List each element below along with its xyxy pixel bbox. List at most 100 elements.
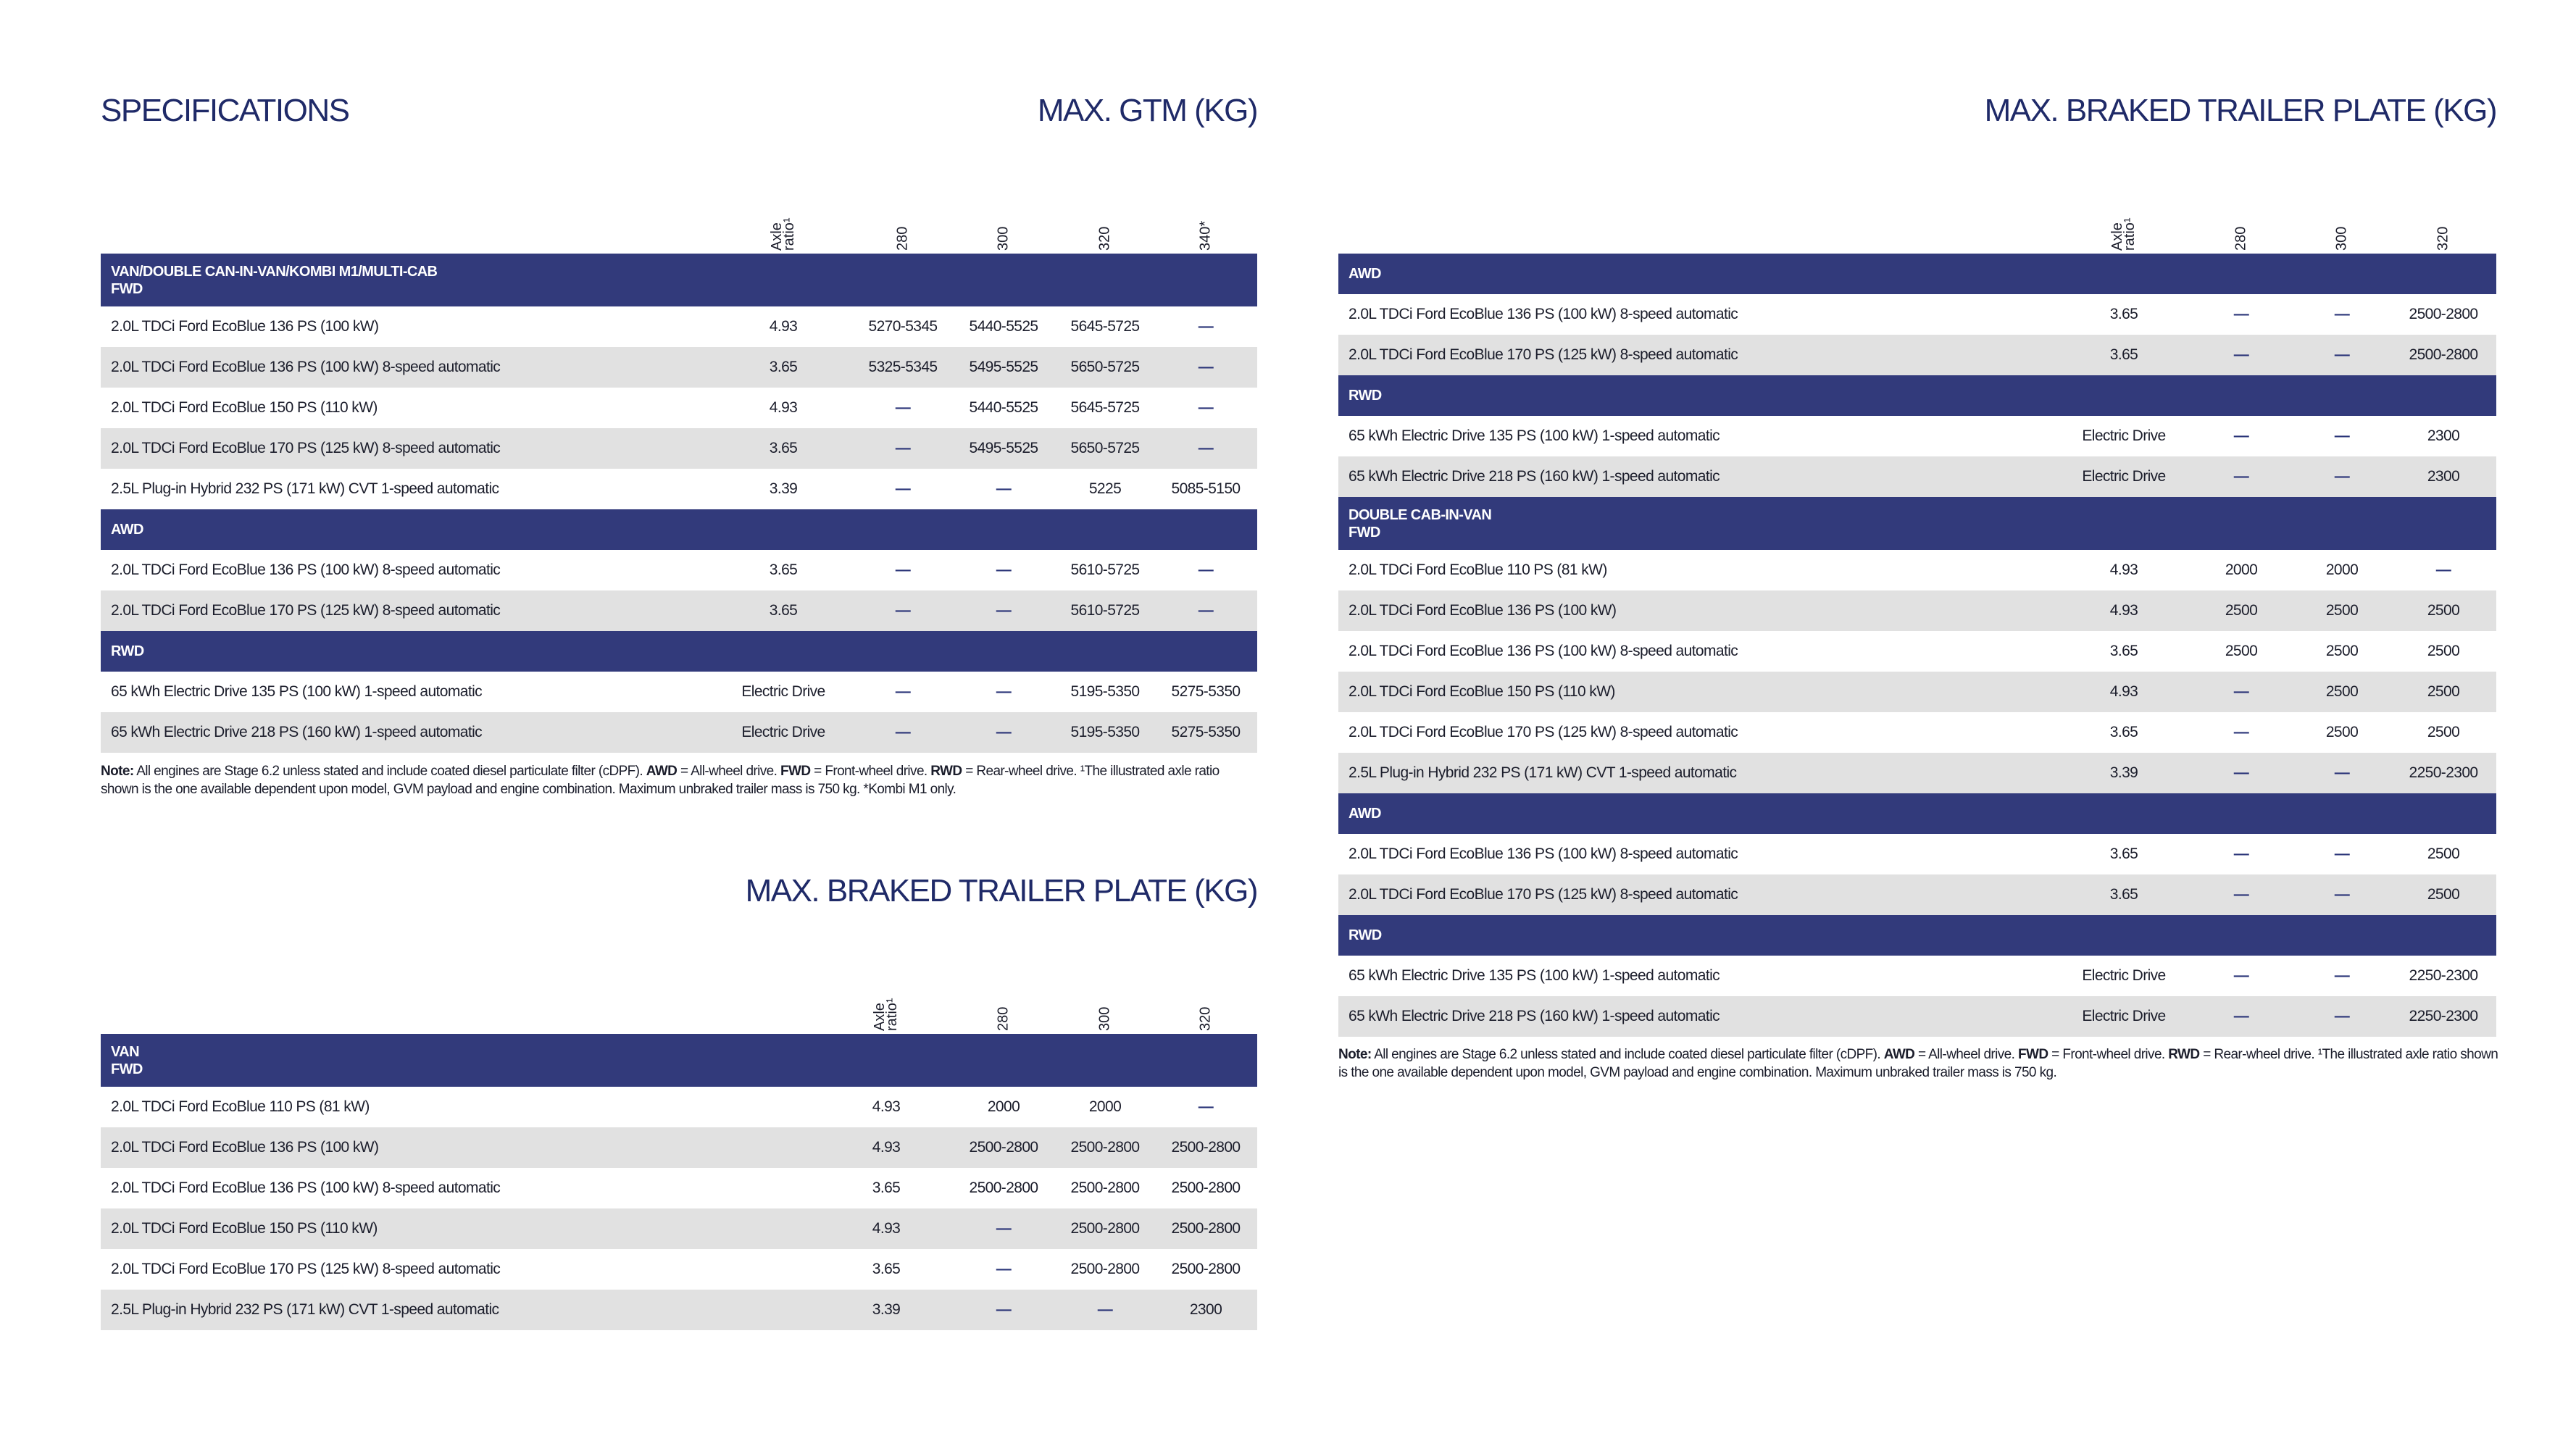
table-cell: Electric Drive — [741, 683, 825, 700]
table-cell: 2250-2300 — [2409, 764, 2478, 781]
engine-name: 2.0L TDCi Ford EcoBlue 136 PS (100 kW) 8… — [1349, 845, 1738, 862]
table-row: 2.0L TDCi Ford EcoBlue 136 PS (100 kW) 8… — [1338, 294, 2496, 335]
table-row: 65 kWh Electric Drive 135 PS (100 kW) 1-… — [1338, 956, 2496, 996]
column-header-label: Axle ratio¹ — [2109, 217, 2138, 251]
note-text: = Front-wheel drive. — [2048, 1047, 2169, 1062]
table-row: 2.0L TDCi Ford EcoBlue 136 PS (100 kW) 4.… — [101, 1127, 1257, 1168]
table-cell: 2500 — [2325, 683, 2359, 700]
table-row: 2.5L Plug-in Hybrid 232 PS (171 kW) CVT … — [101, 1290, 1257, 1330]
section-header-label: FWD — [1349, 524, 1380, 540]
column-header-label: Axle ratio¹ — [769, 217, 797, 251]
table-cell: 5275-5350 — [1171, 683, 1241, 700]
table-cell: 5275-5350 — [1171, 724, 1241, 740]
note-abbr-rwd: RWD — [2168, 1047, 2200, 1062]
table-cell: 2500-2800 — [1171, 1139, 1241, 1156]
engine-name: 65 kWh Electric Drive 218 PS (160 kW) 1-… — [1349, 468, 1720, 485]
column-header-label: 280 — [995, 1006, 1012, 1031]
section-header-label: AWD — [111, 522, 143, 538]
table-row: 2.0L TDCi Ford EcoBlue 136 PS (100 kW) 8… — [101, 1168, 1257, 1208]
table-row: 2.0L TDCi Ford EcoBlue 110 PS (81 kW) 4.9… — [101, 1087, 1257, 1127]
table-cell: 2000 — [2225, 561, 2258, 578]
table-cell: — — [2334, 306, 2350, 322]
table-cell: Electric Drive — [741, 724, 825, 740]
table-cell: 3.39 — [872, 1301, 901, 1318]
column-header-label: 280 — [894, 226, 911, 251]
table-cell: — — [2233, 427, 2249, 444]
table-row: 2.0L TDCi Ford EcoBlue 170 PS (125 kW) 8… — [101, 1249, 1257, 1290]
table-cell: 2500 — [2325, 602, 2359, 619]
column-header: 300 — [989, 178, 1018, 251]
table-cell: 4.93 — [872, 1139, 901, 1156]
engine-name: 65 kWh Electric Drive 135 PS (100 kW) 1-… — [1349, 427, 1720, 444]
engine-name: 2.0L TDCi Ford EcoBlue 170 PS (125 kW) 8… — [1349, 346, 1738, 363]
table-cell: — — [996, 602, 1012, 619]
engine-name: 65 kWh Electric Drive 218 PS (160 kW) 1-… — [1349, 1008, 1720, 1024]
table-row: 2.0L TDCi Ford EcoBlue 170 PS (125 kW) 8… — [101, 590, 1257, 631]
table-cell: 5610-5725 — [1070, 602, 1140, 619]
table-cell: 5195-5350 — [1070, 683, 1140, 700]
column-header-row: Axle ratio¹ 280 300 320 — [1338, 181, 2496, 254]
table-cell: 2500-2800 — [1171, 1179, 1241, 1196]
table-cell: 2300 — [2427, 427, 2460, 444]
column-header-label: 320 — [1197, 1006, 1214, 1031]
table-row: 65 kWh Electric Drive 218 PS (160 kW) 1-… — [101, 712, 1257, 753]
table-cell: 2500 — [2427, 643, 2460, 659]
table-cell: 5495-5525 — [969, 359, 1038, 375]
table-row: 2.0L TDCi Ford EcoBlue 150 PS (110 kW) 4.… — [1338, 672, 2496, 712]
table-cell: — — [996, 480, 1012, 497]
table-cell: 4.93 — [2109, 561, 2138, 578]
column-header: 320 — [2429, 178, 2458, 251]
table-row: 2.5L Plug-in Hybrid 232 PS (171 kW) CVT … — [101, 469, 1257, 509]
table-cell: 5195-5350 — [1070, 724, 1140, 740]
table-cell: 2500 — [2427, 683, 2460, 700]
table-cell: 3.65 — [2109, 643, 2138, 659]
note-abbr-awd: AWD — [1883, 1047, 1915, 1062]
column-header: Axle ratio¹ — [769, 178, 798, 251]
column-header: 280 — [888, 178, 917, 251]
table-cell: 3.65 — [872, 1261, 901, 1277]
column-header-label: 340* — [1197, 220, 1214, 251]
table-cell: — — [996, 724, 1012, 740]
section-header-label: RWD — [1349, 927, 1382, 943]
table-cell: — — [1198, 1098, 1214, 1115]
column-header-label: 300 — [1096, 1006, 1113, 1031]
table-cell: — — [895, 480, 911, 497]
table-cell: 4.93 — [2109, 683, 2138, 700]
section-header-label: FWD — [111, 1061, 143, 1077]
column-header-row: Axle ratio¹ 280 300 320 340* — [101, 181, 1257, 254]
table-cell: 3.65 — [2109, 845, 2138, 862]
table-row: 65 kWh Electric Drive 135 PS (100 kW) 1-… — [1338, 416, 2496, 456]
engine-name: 2.0L TDCi Ford EcoBlue 110 PS (81 kW) — [111, 1098, 370, 1115]
table-cell: — — [2233, 764, 2249, 781]
table-cell: Electric Drive — [2082, 427, 2166, 444]
table-row: 65 kWh Electric Drive 135 PS (100 kW) 1-… — [101, 672, 1257, 712]
table-cell: — — [1097, 1301, 1113, 1318]
section-header-label: RWD — [1349, 388, 1382, 404]
table-cell: 2000 — [1088, 1098, 1122, 1115]
table-cell: 2500-2800 — [1070, 1220, 1140, 1237]
table-cell: 2500-2800 — [2409, 346, 2478, 363]
table-cell: 3.65 — [2109, 724, 2138, 740]
engine-name: 2.0L TDCi Ford EcoBlue 136 PS (100 kW) 8… — [1349, 306, 1738, 322]
table-row: 2.0L TDCi Ford EcoBlue 136 PS (100 kW) 8… — [101, 347, 1257, 388]
table-cell: 5085-5150 — [1171, 480, 1241, 497]
table-row: 2.0L TDCi Ford EcoBlue 136 PS (100 kW) 8… — [1338, 834, 2496, 874]
table-cell: 2500-2800 — [1070, 1261, 1140, 1277]
trailer-note: Note: All engines are Stage 6.2 unless s… — [1338, 1045, 2501, 1082]
table-row: 2.0L TDCi Ford EcoBlue 136 PS (100 kW) 8… — [101, 550, 1257, 590]
max-gtm-title: MAX. GTM (KG) — [1037, 93, 1259, 128]
trailer-plate-table-right: Axle ratio¹ 280 300 320 AWD 2.0L TDCi Ford Ec… — [1338, 181, 2496, 1037]
column-header-label: 320 — [2435, 226, 2451, 251]
section-header: VAN/DOUBLE CAN-IN-VAN/KOMBI M1/MULTI-CAB… — [101, 254, 1257, 306]
note-abbr-fwd: FWD — [780, 764, 811, 779]
column-header-label: Axle ratio¹ — [872, 998, 900, 1031]
engine-name: 2.0L TDCi Ford EcoBlue 136 PS (100 kW) — [1349, 602, 1617, 619]
table-row: 65 kWh Electric Drive 218 PS (160 kW) 1-… — [1338, 456, 2496, 497]
section-header-label: AWD — [1349, 266, 1381, 282]
table-cell: 2250-2300 — [2409, 967, 2478, 984]
table-cell: — — [2233, 967, 2249, 984]
engine-name: 2.0L TDCi Ford EcoBlue 170 PS (125 kW) 8… — [1349, 724, 1738, 740]
section-header: RWD — [101, 631, 1257, 672]
table-cell: 5225 — [1088, 480, 1122, 497]
column-header: 340* — [1191, 178, 1220, 251]
